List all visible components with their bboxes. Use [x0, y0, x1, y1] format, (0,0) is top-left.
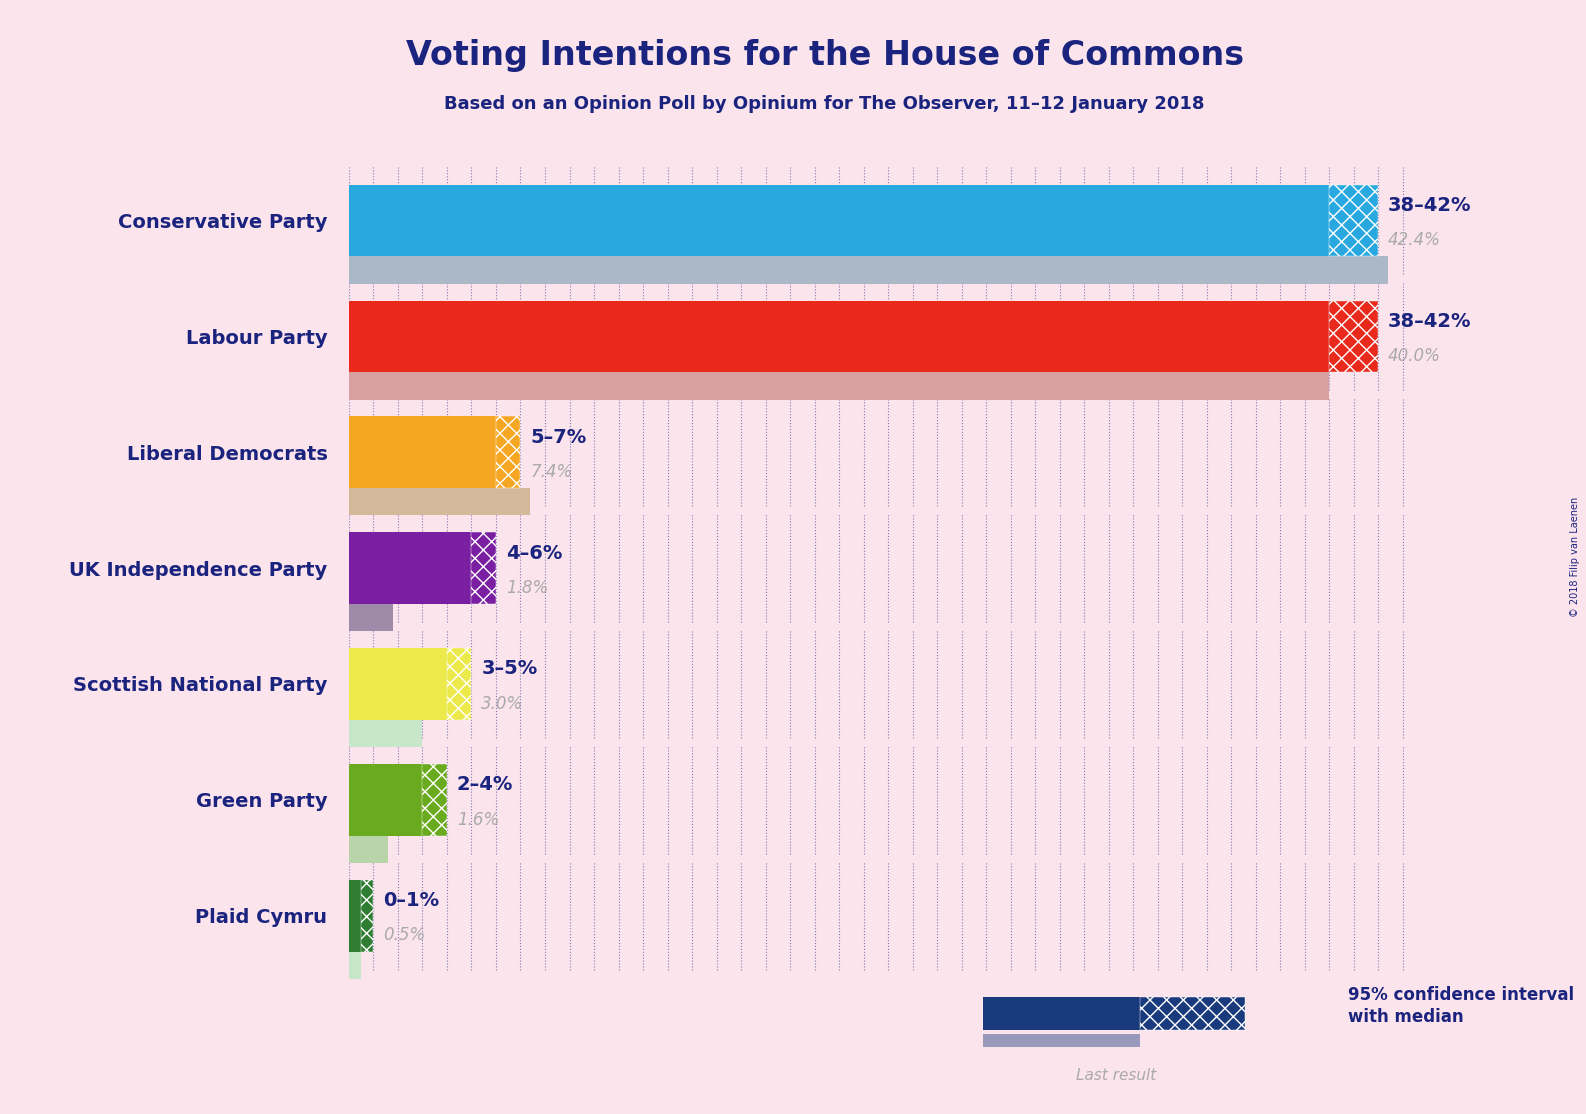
- Text: 1.6%: 1.6%: [457, 811, 500, 829]
- Text: Based on an Opinion Poll by Opinium for The Observer, 11–12 January 2018: Based on an Opinion Poll by Opinium for …: [444, 95, 1205, 113]
- Text: 40.0%: 40.0%: [1388, 348, 1442, 365]
- Text: 4–6%: 4–6%: [506, 544, 561, 563]
- Bar: [471, 532, 496, 604]
- Text: 0.5%: 0.5%: [384, 927, 425, 945]
- Text: 5–7%: 5–7%: [530, 428, 587, 447]
- Bar: [349, 283, 1427, 390]
- Text: 0–1%: 0–1%: [384, 891, 439, 910]
- Bar: [349, 515, 1427, 622]
- Bar: [349, 862, 1427, 969]
- Bar: [362, 880, 373, 951]
- Bar: [349, 532, 471, 604]
- Bar: [349, 746, 1427, 853]
- Bar: [1329, 185, 1378, 256]
- Text: Last result: Last result: [1075, 1067, 1156, 1083]
- Text: 42.4%: 42.4%: [1388, 232, 1442, 250]
- Bar: [349, 488, 530, 516]
- Text: 38–42%: 38–42%: [1388, 312, 1472, 331]
- Bar: [349, 185, 1329, 256]
- Bar: [349, 836, 389, 863]
- Bar: [349, 720, 422, 747]
- Bar: [349, 648, 447, 720]
- Bar: [1140, 997, 1245, 1030]
- Text: 3.0%: 3.0%: [481, 695, 523, 713]
- Text: 2–4%: 2–4%: [457, 775, 514, 794]
- Text: © 2018 Filip van Laenen: © 2018 Filip van Laenen: [1570, 497, 1580, 617]
- Bar: [349, 417, 496, 488]
- Bar: [349, 399, 1427, 506]
- Bar: [1329, 301, 1378, 372]
- Bar: [983, 997, 1140, 1030]
- Bar: [447, 648, 471, 720]
- Bar: [349, 301, 1329, 372]
- Bar: [422, 764, 447, 836]
- Text: 3–5%: 3–5%: [481, 659, 538, 678]
- Bar: [983, 1034, 1140, 1047]
- Text: 7.4%: 7.4%: [530, 463, 573, 481]
- Text: 38–42%: 38–42%: [1388, 196, 1472, 215]
- Bar: [349, 372, 1329, 400]
- Bar: [349, 951, 362, 979]
- Bar: [349, 880, 362, 951]
- Bar: [349, 167, 1427, 274]
- Bar: [349, 604, 393, 632]
- Text: with median: with median: [1348, 1008, 1464, 1026]
- Bar: [349, 256, 1388, 284]
- Bar: [496, 417, 520, 488]
- Text: Voting Intentions for the House of Commons: Voting Intentions for the House of Commo…: [406, 39, 1243, 72]
- Bar: [349, 764, 422, 836]
- Text: 1.8%: 1.8%: [506, 579, 549, 597]
- Text: 95% confidence interval: 95% confidence interval: [1348, 986, 1575, 1004]
- Bar: [349, 631, 1427, 737]
